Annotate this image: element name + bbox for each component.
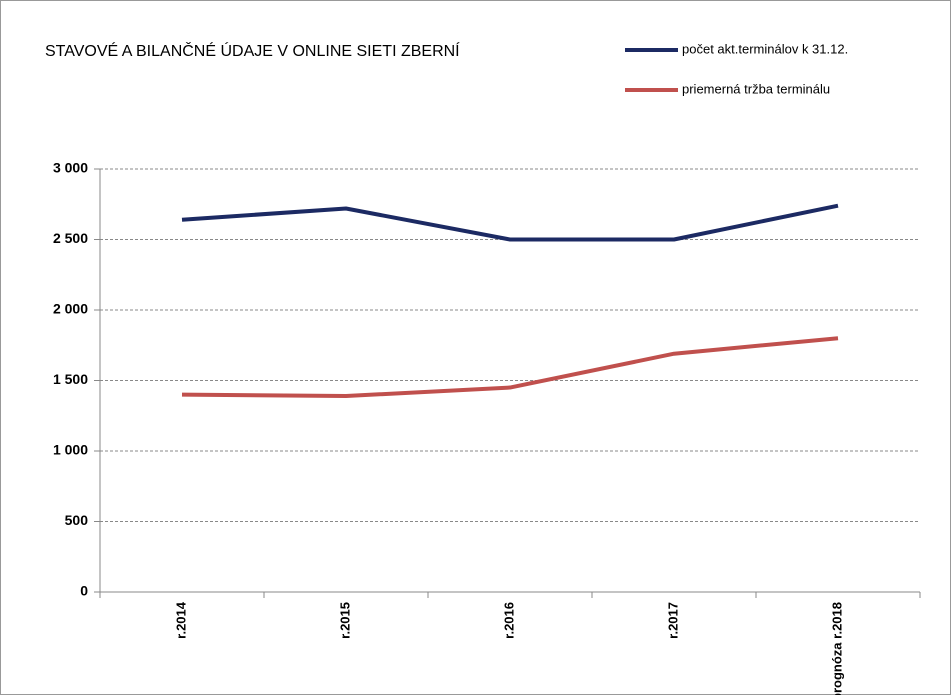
y-tick-label: 500 (65, 512, 89, 528)
y-tick-label: 0 (80, 583, 88, 599)
y-tick-label: 2 000 (53, 301, 88, 317)
x-tick-label: r.2014 (173, 601, 188, 639)
x-tick-label: r.2015 (337, 602, 352, 639)
series-line (181, 336, 839, 399)
y-tick-label: 2 500 (53, 230, 88, 246)
x-tick-label: r.2017 (665, 602, 680, 639)
legend-label: priemerná tržba terminálu (682, 81, 830, 96)
x-tick-label: prognóza r.2018 (829, 602, 844, 695)
x-tick-label: r.2016 (501, 602, 516, 639)
legend-label: počet akt.terminálov k 31.12. (682, 41, 848, 56)
y-tick-label: 1 000 (53, 442, 88, 458)
y-tick-label: 3 000 (53, 160, 88, 176)
chart-title: STAVOVÉ A BILANČNÉ ÚDAJE V ONLINE SIETI … (45, 41, 460, 60)
y-tick-label: 1 500 (53, 371, 88, 387)
series-line (181, 203, 839, 242)
